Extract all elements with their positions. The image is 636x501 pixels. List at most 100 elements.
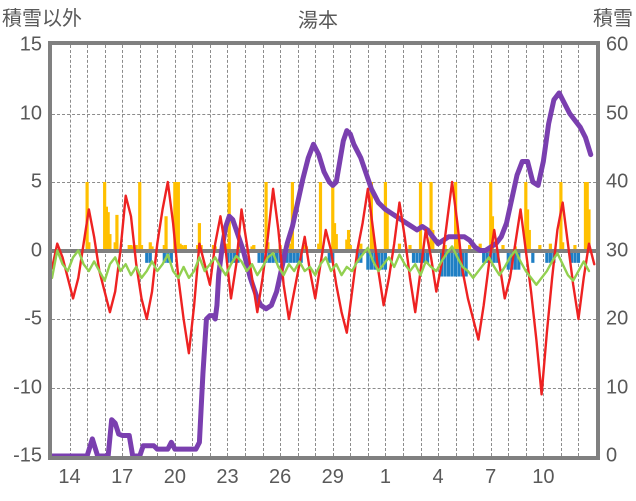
bar xyxy=(373,250,377,270)
bar xyxy=(271,250,275,263)
bar xyxy=(383,182,388,251)
bar xyxy=(331,182,335,251)
bar xyxy=(548,250,552,263)
y-left-tick-label: 10 xyxy=(19,102,42,124)
bar xyxy=(303,245,307,251)
bar xyxy=(492,250,496,263)
bar xyxy=(289,250,293,263)
bar xyxy=(113,242,117,251)
chart-title: 湯本 xyxy=(298,10,338,32)
y-right-tick-label: 30 xyxy=(606,239,629,261)
y-left-tick-label: -10 xyxy=(13,376,42,398)
bar xyxy=(348,245,352,251)
x-tick-label: 26 xyxy=(269,466,292,488)
y-left-tick-label: 15 xyxy=(19,33,42,56)
bar xyxy=(178,243,182,251)
x-tick-label: 10 xyxy=(532,466,555,488)
y-left-tick-label: 5 xyxy=(30,170,42,193)
bar xyxy=(318,182,323,251)
bar xyxy=(443,250,447,277)
x-tick-label: 1 xyxy=(379,466,391,488)
x-tick-label: 20 xyxy=(163,466,186,488)
bar xyxy=(145,250,149,263)
bar xyxy=(129,245,133,251)
bar xyxy=(478,243,482,251)
bar xyxy=(545,250,549,263)
bar xyxy=(296,250,300,263)
bar xyxy=(587,209,591,251)
bar xyxy=(346,229,351,251)
bar xyxy=(501,245,505,251)
bar xyxy=(162,245,166,251)
bar xyxy=(266,242,270,251)
bar xyxy=(285,250,289,263)
bar xyxy=(139,245,144,251)
bar xyxy=(569,250,574,263)
bar xyxy=(164,216,168,251)
bar xyxy=(425,250,430,263)
bar xyxy=(359,243,363,251)
bar xyxy=(376,250,380,270)
y-right-tick-label: 40 xyxy=(606,170,629,193)
bar xyxy=(169,250,173,263)
y-right-tick-label: 60 xyxy=(606,33,629,56)
bar xyxy=(418,250,423,263)
bar xyxy=(173,182,177,251)
bar xyxy=(148,250,152,263)
y-right-tick-label: 20 xyxy=(606,307,629,330)
bar xyxy=(548,243,552,251)
bar xyxy=(489,182,493,251)
y-left-tick-label: -15 xyxy=(13,444,42,467)
bar xyxy=(211,245,216,251)
bar xyxy=(450,250,454,277)
bar xyxy=(561,242,565,251)
bar xyxy=(538,245,542,251)
bar xyxy=(371,236,375,251)
bar xyxy=(397,243,402,251)
bar xyxy=(131,246,135,251)
bar xyxy=(576,250,581,263)
bar xyxy=(104,206,108,251)
bar xyxy=(196,245,200,251)
bar xyxy=(457,250,461,277)
bar xyxy=(490,216,495,251)
bar xyxy=(327,250,331,263)
bar xyxy=(422,250,426,263)
line-series-layer xyxy=(52,90,596,456)
bar xyxy=(332,223,337,251)
x-tick-label: 17 xyxy=(111,466,134,488)
bar xyxy=(531,250,535,263)
bar xyxy=(106,212,110,251)
bar xyxy=(103,182,107,251)
bar xyxy=(225,243,230,251)
bar xyxy=(408,245,412,251)
bar xyxy=(485,250,489,263)
zero-line xyxy=(52,248,596,253)
x-tick-label: 23 xyxy=(216,466,239,488)
bar xyxy=(275,250,279,263)
bar xyxy=(260,250,265,263)
x-tick-label: 29 xyxy=(321,466,344,488)
bar xyxy=(380,250,384,270)
bar xyxy=(573,250,577,263)
bar xyxy=(454,250,458,277)
y-left-tick-label: 0 xyxy=(30,239,42,261)
bar xyxy=(134,245,138,251)
y-left-tick-label: -5 xyxy=(24,307,42,330)
bar xyxy=(573,245,577,251)
bar xyxy=(180,245,184,251)
plot-inner xyxy=(52,45,596,456)
bar xyxy=(443,245,447,251)
y-right-tick-label: 10 xyxy=(606,376,629,398)
bar xyxy=(524,182,528,251)
bar xyxy=(292,250,296,263)
bar xyxy=(250,246,254,251)
plot-area xyxy=(48,41,600,460)
bar xyxy=(183,245,187,251)
bar xyxy=(585,182,589,251)
bar xyxy=(464,250,468,277)
bar xyxy=(108,234,112,251)
bar xyxy=(174,182,179,251)
x-tick-label: 14 xyxy=(58,466,81,488)
